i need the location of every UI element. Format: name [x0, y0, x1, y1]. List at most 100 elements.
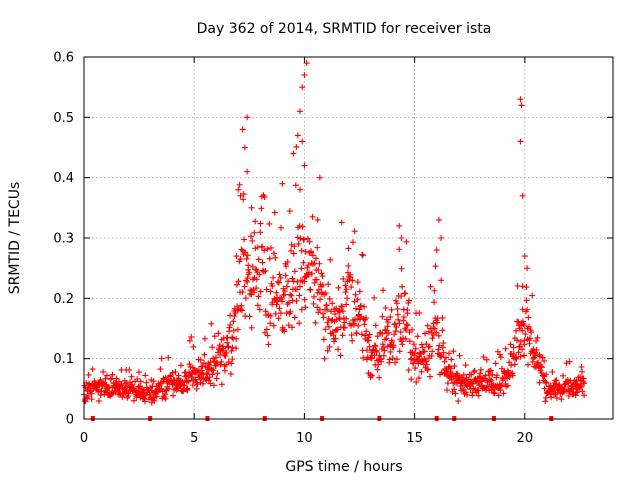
- data-point: [308, 270, 315, 277]
- data-point: [529, 292, 536, 299]
- data-point: [371, 294, 378, 301]
- data-point: [548, 394, 555, 401]
- data-point: [320, 310, 327, 317]
- data-point: [403, 321, 410, 328]
- data-point: [235, 186, 242, 193]
- data-point: [237, 256, 244, 263]
- data-point: [189, 382, 196, 389]
- data-point: [543, 379, 550, 386]
- data-point: [418, 368, 425, 375]
- data-point: [486, 387, 493, 394]
- data-point: [448, 356, 455, 363]
- data-point: [211, 333, 218, 340]
- data-point: [248, 204, 255, 211]
- data-point: [542, 398, 549, 405]
- data-point: [230, 318, 237, 325]
- data-point: [397, 329, 404, 336]
- data-point: [339, 308, 346, 315]
- data-point: [521, 352, 528, 359]
- data-point: [440, 340, 447, 347]
- data-point: [410, 360, 417, 367]
- data-point: [314, 244, 321, 251]
- data-point: [108, 375, 115, 382]
- data-point: [566, 358, 573, 365]
- data-point: [272, 310, 279, 317]
- data-point: [296, 222, 303, 229]
- y-tick-label: 0.4: [53, 171, 74, 186]
- data-point: [536, 353, 543, 360]
- data-point: [438, 353, 445, 360]
- data-point: [267, 320, 274, 327]
- data-point: [324, 347, 331, 354]
- data-point: [349, 239, 356, 246]
- data-point: [325, 281, 332, 288]
- data-point: [526, 323, 533, 330]
- data-point: [309, 252, 316, 259]
- data-point: [328, 308, 335, 315]
- data-point: [281, 291, 288, 298]
- data-point: [533, 346, 540, 353]
- data-point: [541, 385, 548, 392]
- data-point: [227, 370, 234, 377]
- data-point: [314, 216, 321, 223]
- data-point: [218, 358, 225, 365]
- data-point: [246, 269, 253, 276]
- data-point: [325, 315, 332, 322]
- data-point: [413, 379, 420, 386]
- data-point: [426, 343, 433, 350]
- data-point: [215, 330, 222, 337]
- data-point: [162, 395, 169, 402]
- data-point: [390, 342, 397, 349]
- data-point: [340, 275, 347, 282]
- data-point: [318, 270, 325, 277]
- data-point: [297, 108, 304, 115]
- data-point: [291, 243, 298, 250]
- data-point: [399, 341, 406, 348]
- data-point: [524, 265, 531, 272]
- data-point: [491, 390, 498, 397]
- x-tick-label: 10: [296, 431, 313, 446]
- x-tick-label: 20: [517, 431, 534, 446]
- data-point: [192, 376, 199, 383]
- data-point: [543, 371, 550, 378]
- data-point: [359, 251, 366, 258]
- data-point: [339, 332, 346, 339]
- data-point: [261, 193, 268, 200]
- data-point: [225, 343, 232, 350]
- data-point: [234, 326, 241, 333]
- data-point: [528, 329, 535, 336]
- data-point: [259, 243, 266, 250]
- data-point: [252, 218, 259, 225]
- data-point: [341, 319, 348, 326]
- data-point: [291, 268, 298, 275]
- data-point: [316, 174, 323, 181]
- data-point: [423, 358, 430, 365]
- data-point: [470, 369, 477, 376]
- data-point: [435, 346, 442, 353]
- data-point: [430, 320, 437, 327]
- data-point: [526, 335, 533, 342]
- data-point: [464, 391, 471, 398]
- data-point: [421, 348, 428, 355]
- data-point: [290, 150, 297, 157]
- data-point: [493, 372, 500, 379]
- data-point: [181, 369, 188, 376]
- data-point: [398, 235, 405, 241]
- data-point: [429, 348, 436, 355]
- data-point: [319, 273, 326, 280]
- data-point: [224, 339, 231, 346]
- data-point: [375, 361, 382, 368]
- data-point: [218, 381, 225, 388]
- data-point: [462, 362, 469, 369]
- data-point: [351, 298, 358, 305]
- data-point: [312, 255, 319, 262]
- data-point: [271, 209, 278, 216]
- data-point: [354, 316, 361, 323]
- data-point: [579, 388, 586, 395]
- data-point: [305, 262, 312, 269]
- data-point: [385, 319, 392, 326]
- data-point: [379, 330, 386, 337]
- data-point: [327, 256, 334, 263]
- data-point: [444, 372, 451, 379]
- data-point: [524, 306, 531, 313]
